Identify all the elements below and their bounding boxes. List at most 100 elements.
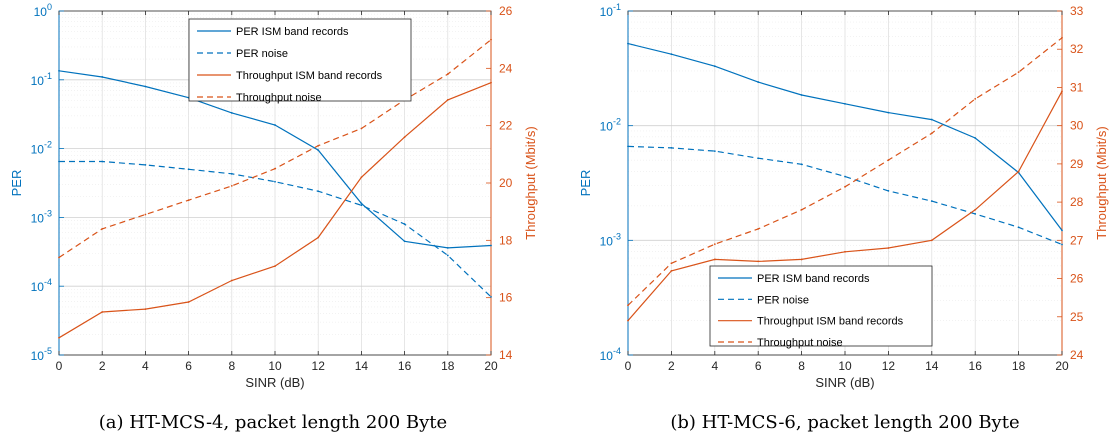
data-point [58, 160, 60, 163]
data-point [274, 265, 276, 268]
data-point [360, 176, 363, 179]
y-right-tick-label: 27 [1070, 233, 1084, 247]
data-point [670, 270, 673, 272]
data-point [144, 85, 147, 88]
data-point [627, 145, 629, 148]
y-right-tick-label: 20 [499, 176, 513, 190]
data-point [187, 301, 190, 303]
y-right-tick-label: 31 [1070, 80, 1084, 94]
data-point [403, 240, 406, 243]
data-point [1061, 90, 1063, 93]
y-left-tick-label: 10-1 [600, 2, 621, 19]
data-point [887, 189, 890, 192]
data-point [274, 167, 276, 170]
data-point [101, 160, 104, 163]
data-point [446, 98, 449, 101]
data-point [887, 111, 890, 114]
tick-exponent: -1 [613, 2, 621, 12]
data-point [844, 250, 846, 253]
data-point [800, 94, 803, 96]
data-point [627, 304, 629, 307]
tick-exponent: -2 [613, 117, 621, 127]
data-point [101, 311, 104, 313]
data-point [887, 159, 890, 161]
data-point [274, 124, 276, 126]
x-tick-label: 2 [668, 359, 675, 373]
data-point [1061, 229, 1063, 232]
data-point [101, 76, 104, 78]
data-point [144, 163, 147, 166]
data-point [360, 202, 363, 205]
data-point [974, 208, 977, 211]
x-axis-label: SINR (dB) [815, 375, 874, 390]
legend-entry: PER ISM band records [236, 26, 349, 38]
x-tick-label: 20 [484, 359, 498, 373]
x-tick-label: 6 [185, 359, 192, 373]
data-point [446, 254, 449, 257]
data-point [230, 279, 233, 282]
data-point [670, 53, 673, 56]
y-left-tick-label: 10-5 [31, 346, 52, 363]
data-point [627, 319, 629, 322]
legend-entry: Throughput noise [236, 92, 322, 104]
x-tick-label: 8 [798, 359, 805, 373]
data-point [930, 239, 933, 242]
tick-exponent: -5 [44, 346, 52, 356]
data-point [757, 227, 760, 230]
legend: PER ISM band records PER noise Throughput … [188, 18, 412, 104]
y-right-tick-label: 24 [499, 61, 513, 75]
data-point [317, 236, 320, 239]
tick-exponent: -4 [613, 346, 621, 356]
y-right-tick-label: 28 [1070, 195, 1084, 209]
y-right-tick-label: 22 [499, 119, 513, 133]
data-point [800, 208, 803, 211]
x-tick-label: 0 [625, 359, 632, 373]
y-right-axis-label: Throughput (Mbit/s) [523, 126, 538, 239]
legend-entry: Throughput ISM band records [236, 70, 383, 82]
tick-exponent: 0 [47, 2, 52, 12]
x-tick-label: 16 [398, 359, 412, 373]
tick-exponent: -4 [44, 277, 52, 287]
data-point [403, 223, 406, 225]
data-point [713, 243, 716, 246]
data-point [230, 172, 233, 175]
data-point [757, 157, 760, 160]
data-point [360, 127, 363, 130]
y-right-tick-label: 16 [499, 291, 513, 305]
legend-box [709, 265, 933, 347]
x-tick-label: 18 [1012, 359, 1026, 373]
y-right-tick-label: 18 [499, 233, 513, 247]
data-point [230, 112, 233, 114]
legend-entry: PER noise [757, 294, 809, 306]
data-point [844, 175, 846, 178]
data-point [490, 295, 492, 298]
legend-entry: Throughput ISM band records [757, 316, 904, 328]
data-point [187, 199, 190, 202]
y-left-axis-label: PER [9, 170, 24, 197]
data-point [58, 256, 60, 259]
data-point [58, 69, 60, 72]
data-point [403, 136, 406, 139]
y-right-tick-label: 14 [499, 348, 513, 362]
x-tick-label: 10 [268, 359, 282, 373]
data-point [844, 102, 846, 105]
data-point [360, 204, 363, 207]
data-point [757, 81, 760, 83]
data-point [844, 185, 846, 188]
x-tick-label: 12 [882, 359, 896, 373]
grid [627, 11, 1063, 356]
data-point [887, 247, 890, 249]
x-tick-label: 4 [142, 359, 149, 373]
data-point [317, 144, 320, 147]
y-left-axis-label: PER [578, 170, 593, 197]
caption-b: (b) HT-MCS-6, packet length 200 Byte [670, 412, 1019, 433]
data-point [144, 213, 147, 216]
legend-entry: Throughput noise [757, 337, 843, 349]
y-left-tick-label: 10-3 [31, 208, 52, 225]
data-point [446, 73, 449, 75]
data-point [490, 81, 492, 84]
data-point [800, 258, 803, 261]
